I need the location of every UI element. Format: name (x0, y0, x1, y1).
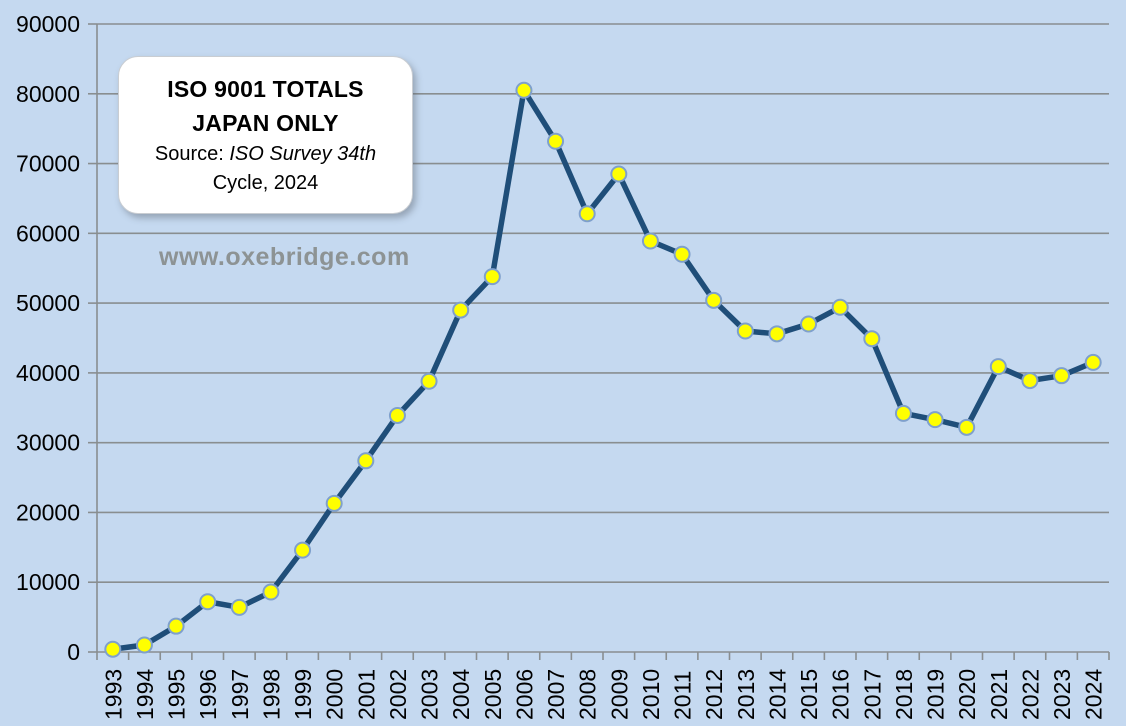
x-axis-label: 2011 (670, 671, 696, 720)
source-prefix: Source: (154, 143, 230, 165)
x-axis-label: 2020 (954, 669, 980, 720)
x-axis-label: 2000 (322, 669, 348, 720)
y-axis-label: 90000 (16, 11, 80, 37)
x-axis-label: 2023 (1049, 669, 1075, 720)
x-axis-label: 1997 (227, 669, 253, 720)
y-axis-label: 40000 (16, 360, 80, 386)
x-axis-label: 1998 (258, 669, 284, 720)
x-axis-label: 2015 (796, 669, 822, 720)
data-point-marker (768, 325, 786, 343)
data-point-marker (515, 81, 533, 99)
chart-title-line1: ISO 9001 TOTALS (167, 76, 364, 102)
data-point-marker (262, 583, 280, 601)
x-axis-label: 2019 (923, 669, 949, 720)
chart-title-line2: JAPAN ONLY (192, 110, 339, 136)
x-axis-label: 2016 (828, 669, 854, 720)
data-point-marker (673, 245, 691, 263)
x-axis-label: 1993 (100, 669, 126, 720)
data-point-marker (357, 452, 375, 470)
data-point-marker (894, 404, 912, 422)
data-point-marker (135, 636, 153, 654)
data-point-marker (325, 494, 343, 512)
x-axis-label: 1996 (195, 669, 221, 720)
y-axis-label: 50000 (16, 290, 80, 316)
data-point-marker (958, 418, 976, 436)
data-point-marker (863, 330, 881, 348)
x-axis-label: 2018 (891, 669, 917, 720)
y-axis-label: 70000 (16, 151, 80, 177)
x-axis-label: 2002 (385, 669, 411, 720)
y-axis-label: 30000 (16, 430, 80, 456)
x-axis-label: 2009 (606, 669, 632, 720)
x-axis-label: 2005 (480, 669, 506, 720)
x-axis-label: 2010 (638, 669, 664, 720)
x-axis-label: 2024 (1081, 669, 1107, 720)
data-point-marker (926, 411, 944, 429)
x-axis-label: 1994 (132, 669, 158, 720)
x-axis-label: 2021 (986, 669, 1012, 720)
data-point-marker (736, 322, 754, 340)
data-point-marker (1084, 353, 1102, 371)
x-axis-label: 2003 (417, 669, 443, 720)
watermark-text: www.oxebridge.com (159, 243, 410, 271)
chart-source-line2: Cycle, 2024 (212, 172, 319, 194)
x-axis-label: 2017 (859, 669, 885, 720)
data-point-marker (294, 541, 312, 559)
x-axis-label: 2014 (764, 669, 790, 720)
x-axis-label: 2012 (701, 669, 727, 720)
y-axis-label: 60000 (16, 220, 80, 246)
data-point-marker (199, 593, 217, 611)
x-axis-label: 2013 (733, 669, 759, 720)
data-point-marker (1021, 372, 1039, 390)
source-survey-name: ISO Survey 34th (229, 143, 377, 165)
y-axis-label: 20000 (16, 499, 80, 525)
data-point-marker (547, 132, 565, 150)
x-axis-label: 2022 (1017, 669, 1043, 720)
y-axis-label: 80000 (16, 81, 80, 107)
y-axis-label: 10000 (16, 569, 80, 595)
data-point-marker (104, 640, 122, 658)
x-axis-label: 1999 (290, 669, 316, 720)
data-point-marker (167, 617, 185, 635)
data-point-marker (610, 165, 628, 183)
data-point-marker (1053, 367, 1071, 385)
data-point-marker (641, 232, 659, 250)
x-axis-label: 2006 (511, 669, 537, 720)
data-point-marker (831, 298, 849, 316)
data-point-marker (420, 372, 438, 390)
chart-title-box: ISO 9001 TOTALS JAPAN ONLY Source: ISO S… (118, 56, 413, 214)
data-point-marker (578, 205, 596, 223)
data-point-marker (452, 301, 470, 319)
data-point-marker (989, 358, 1007, 376)
data-point-marker (483, 268, 501, 286)
chart-source-line1: Source: ISO Survey 34th (155, 140, 376, 169)
data-point-marker (388, 406, 406, 424)
x-axis-label: 2004 (448, 669, 474, 720)
x-axis-label: 2001 (353, 669, 379, 720)
x-axis-label: 2008 (575, 669, 601, 720)
data-point-marker (800, 315, 818, 333)
y-axis-label: 0 (67, 639, 80, 665)
x-axis-label: 1995 (164, 669, 190, 720)
x-axis-label: 2007 (543, 669, 569, 720)
data-point-marker (230, 598, 248, 616)
data-point-marker (705, 291, 723, 309)
